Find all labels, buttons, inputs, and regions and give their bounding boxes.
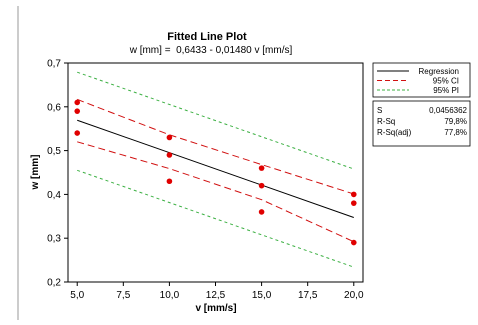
x-tick-label: 7,5 (116, 290, 130, 301)
x-tick-label: 12,5 (206, 290, 226, 301)
stat-label: S (377, 106, 382, 115)
stats-box (372, 100, 471, 147)
statistics-box: S 0,0456362 R-Sq 79,8% R-Sq(adj) 77,8% (372, 100, 471, 147)
legend-label: 95% PI (433, 86, 459, 95)
x-tick-label: 10,0 (160, 290, 180, 301)
data-points (74, 99, 357, 246)
pi-upper-line (77, 71, 354, 170)
stat-value: 79,8% (444, 117, 467, 126)
ci-lower-line (77, 141, 355, 243)
data-point (350, 200, 357, 206)
data-point (166, 178, 173, 185)
chart-title: Fitted Line Plot (167, 31, 247, 43)
chart-subtitle: w [mm] = 0,6433 - 0,01480 v [mm/s] (129, 45, 293, 56)
data-point (74, 130, 81, 136)
x-tick-label: 20,0 (344, 290, 364, 301)
data-point (350, 191, 357, 198)
x-tick-label: 5,0 (70, 290, 84, 301)
y-tick-label: 0,7 (47, 59, 61, 70)
y-tick-label: 0,3 (47, 234, 61, 245)
y-tick-label: 0,4 (47, 190, 61, 201)
stat-label: R-Sq(adj) (377, 128, 412, 137)
y-tick-label: 0,6 (47, 102, 61, 113)
confidence-interval (77, 98, 355, 243)
y-axis: 0,2 0,3 0,4 0,5 0,6 0,7 (47, 59, 68, 289)
stat-label: R-Sq (377, 117, 395, 126)
regression-fit-line (77, 119, 354, 218)
legend-label: 95% CI (433, 77, 459, 86)
prediction-interval (77, 71, 354, 268)
data-point (166, 134, 173, 141)
stat-value: 77,8% (444, 128, 467, 137)
y-axis-label: w [mm] (30, 155, 41, 191)
pi-lower-line (77, 169, 354, 268)
data-point (166, 152, 173, 158)
ci-upper-line (77, 98, 354, 195)
data-point (74, 99, 81, 106)
data-point (258, 165, 265, 171)
data-point (350, 239, 357, 246)
y-tick-label: 0,5 (47, 146, 61, 157)
x-axis-label: v [mm/s] (195, 303, 236, 314)
regression-line (77, 119, 354, 218)
data-point (258, 182, 265, 189)
x-axis: 5,0 7,5 10,0 12,5 15,0 17,5 20,0 (70, 282, 364, 301)
x-tick-label: 17,5 (298, 290, 318, 301)
legend-label: Regression (419, 67, 459, 76)
y-tick-label: 0,2 (47, 278, 61, 289)
x-tick-label: 15,0 (252, 290, 272, 301)
data-point (74, 108, 81, 114)
stat-value: 0,0456362 (429, 106, 467, 115)
data-point (258, 209, 265, 215)
